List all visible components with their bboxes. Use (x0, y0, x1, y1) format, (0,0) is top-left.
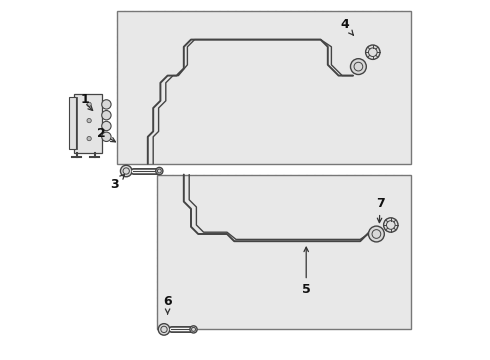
Text: 1: 1 (80, 93, 89, 105)
Polygon shape (69, 97, 76, 149)
Circle shape (384, 218, 398, 232)
Circle shape (102, 132, 111, 141)
Text: 4: 4 (340, 18, 353, 35)
Text: 3: 3 (110, 175, 124, 191)
Circle shape (368, 226, 384, 242)
Circle shape (102, 100, 111, 109)
Circle shape (190, 326, 197, 333)
Circle shape (102, 111, 111, 120)
Circle shape (366, 45, 380, 59)
Circle shape (102, 121, 111, 131)
Text: 5: 5 (302, 247, 311, 296)
Circle shape (121, 165, 132, 177)
Text: 2: 2 (97, 127, 116, 142)
Text: 6: 6 (163, 295, 172, 314)
Bar (74, 94, 102, 153)
Circle shape (87, 102, 91, 107)
Polygon shape (117, 11, 411, 164)
Circle shape (156, 167, 163, 175)
Text: 7: 7 (376, 197, 384, 222)
Polygon shape (157, 175, 411, 329)
Circle shape (87, 136, 91, 141)
Circle shape (87, 118, 91, 123)
Circle shape (158, 324, 170, 335)
Circle shape (350, 59, 367, 75)
